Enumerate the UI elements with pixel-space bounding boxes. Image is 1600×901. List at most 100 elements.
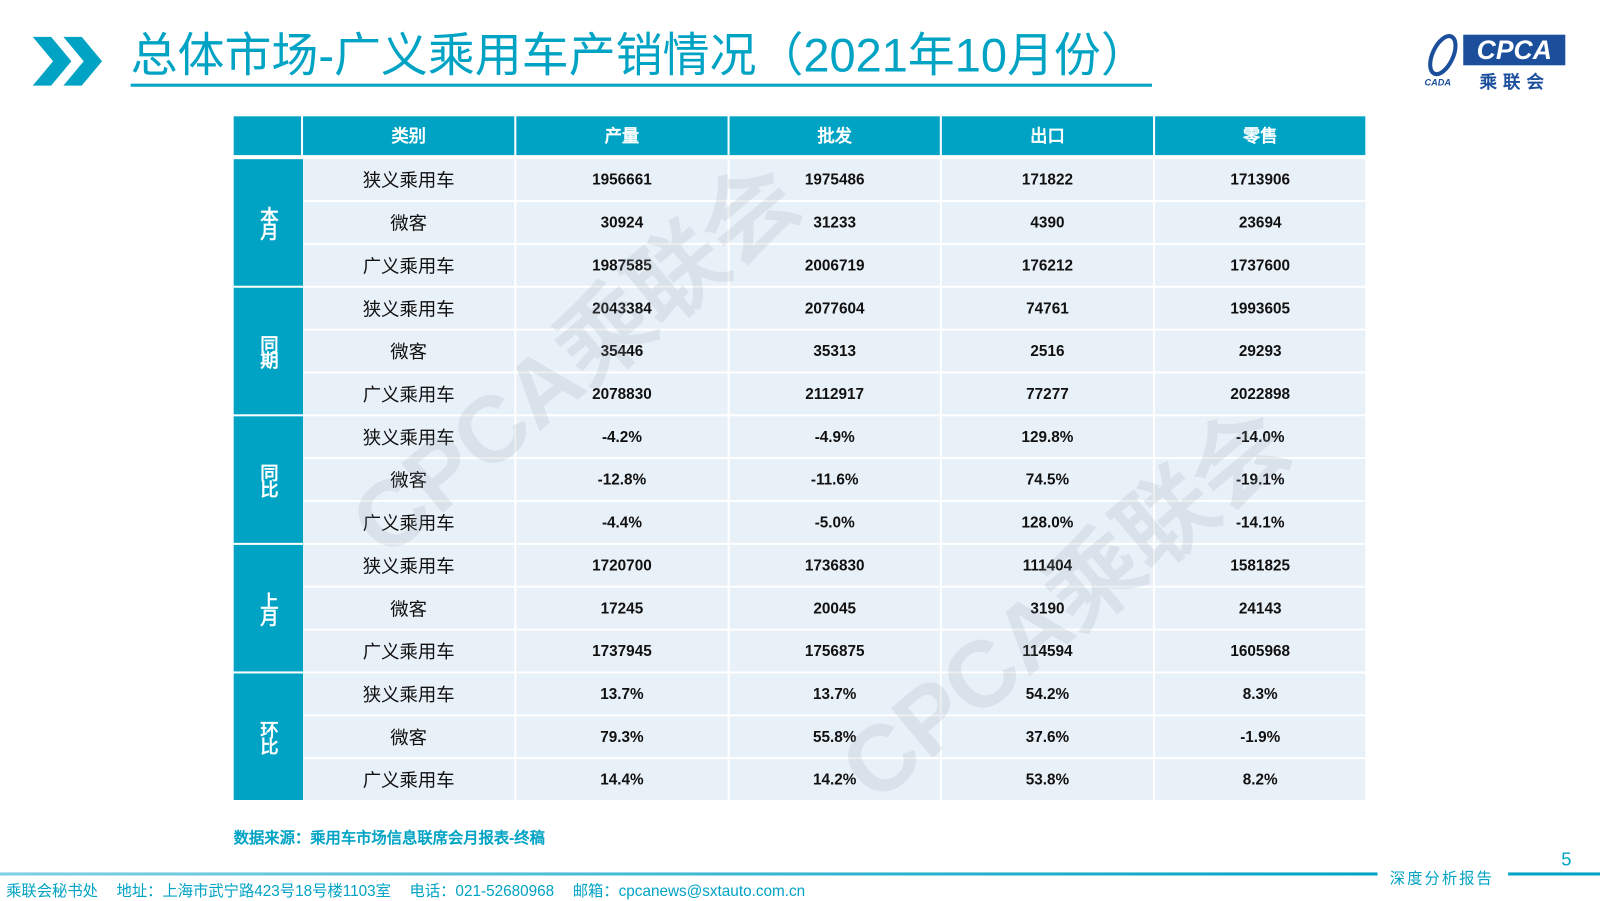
logo-emblem-icon (1428, 34, 1458, 77)
value-cell: 1581825 (1155, 544, 1366, 586)
row-group-label: 同期 (233, 287, 304, 415)
row-group-label: 上月 (233, 544, 304, 672)
value-cell: 1987585 (516, 244, 728, 286)
value-cell: 79.3% (516, 716, 728, 758)
value-cell: 2043384 (516, 287, 728, 329)
value-cell: 8.2% (1155, 759, 1366, 800)
value-cell: 176212 (941, 244, 1154, 286)
value-cell: 77277 (941, 373, 1154, 415)
logo-text: CPCA (1463, 34, 1566, 66)
footer-divider (1508, 872, 1600, 876)
value-cell: 2006719 (729, 244, 940, 286)
value-cell: 2078830 (516, 373, 728, 415)
value-cell: 8.3% (1155, 673, 1366, 715)
value-cell: 2022898 (1155, 373, 1366, 415)
category-cell: 广义乘用车 (303, 373, 515, 415)
value-cell: -4.9% (729, 416, 940, 458)
footer-phone: 电话：021-52680968 (409, 882, 555, 900)
value-cell: 2077604 (729, 287, 940, 329)
column-header: 零售 (1155, 116, 1366, 156)
value-cell: 29293 (1155, 330, 1366, 372)
value-cell: 74.5% (941, 459, 1154, 500)
value-cell: 14.4% (516, 759, 728, 800)
value-cell: 53.8% (941, 759, 1154, 800)
column-header: 类别 (303, 116, 515, 156)
category-cell: 狭义乘用车 (303, 673, 515, 715)
value-cell: 1956661 (516, 159, 728, 200)
category-cell: 广义乘用车 (303, 630, 515, 672)
footer-org: 乘联会秘书处 (6, 882, 98, 900)
value-cell: -19.1% (1155, 459, 1366, 500)
value-cell: 171822 (941, 159, 1154, 200)
category-cell: 狭义乘用车 (303, 287, 515, 329)
value-cell: -4.4% (516, 502, 728, 543)
value-cell: 2112917 (729, 373, 940, 415)
value-cell: 20045 (729, 587, 940, 629)
value-cell: 54.2% (941, 673, 1154, 715)
value-cell: 13.7% (516, 673, 728, 715)
value-cell: 1737945 (516, 630, 728, 672)
value-cell: 31233 (729, 202, 940, 243)
value-cell: 35313 (729, 330, 940, 372)
column-header: 出口 (941, 116, 1154, 156)
page-title: 总体市场-广义乘用车产销情况（2021年10月份） (130, 27, 1152, 87)
value-cell: -11.6% (729, 459, 940, 500)
value-cell: 3190 (941, 587, 1154, 629)
group-label-text: 环比 (258, 720, 279, 754)
value-cell: 14.2% (729, 759, 940, 800)
value-cell: 35446 (516, 330, 728, 372)
value-cell: 74761 (941, 287, 1154, 329)
value-cell: -12.8% (516, 459, 728, 500)
row-group-label: 同比 (233, 416, 304, 543)
category-cell: 微客 (303, 716, 515, 758)
category-cell: 广义乘用车 (303, 244, 515, 286)
category-cell: 微客 (303, 202, 515, 243)
value-cell: 1993605 (1155, 287, 1366, 329)
column-header: 批发 (729, 116, 940, 156)
value-cell: 1975486 (729, 159, 940, 200)
value-cell: -14.0% (1155, 416, 1366, 458)
category-cell: 微客 (303, 587, 515, 629)
value-cell: 24143 (1155, 587, 1366, 629)
group-label-text: 同期 (258, 334, 279, 368)
value-cell: 55.8% (729, 716, 940, 758)
value-cell: 111404 (941, 544, 1154, 586)
value-cell: -14.1% (1155, 502, 1366, 543)
category-cell: 广义乘用车 (303, 759, 515, 800)
value-cell: 2516 (941, 330, 1154, 372)
value-cell: 1736830 (729, 544, 940, 586)
group-label-text: 同比 (258, 463, 279, 496)
row-group-label: 本月 (233, 159, 304, 286)
category-cell: 微客 (303, 459, 515, 500)
category-cell: 狭义乘用车 (303, 544, 515, 586)
cpca-logo: CPCA 乘联会 CADA (1418, 31, 1571, 92)
value-cell: -1.9% (1155, 716, 1366, 758)
column-header: 产量 (516, 116, 728, 156)
footer-contact: 乘联会秘书处 地址：上海市武宁路423号18号楼1103室 电话：021-526… (6, 880, 819, 901)
value-cell: 128.0% (941, 502, 1154, 543)
group-label-text: 上月 (258, 591, 279, 625)
group-label-text: 本月 (258, 206, 279, 239)
value-cell: 129.8% (941, 416, 1154, 458)
data-source: 数据来源：乘用车市场信息联席会月报表-终稿 (233, 829, 545, 847)
double-chevron-icon (32, 36, 103, 86)
category-cell: 广义乘用车 (303, 502, 515, 543)
footer-divider (0, 872, 1378, 876)
value-cell: 1737600 (1155, 244, 1366, 286)
logo-cn: 乘联会 (1479, 72, 1550, 92)
category-cell: 狭义乘用车 (303, 159, 515, 200)
page-number: 5 (1561, 848, 1572, 870)
footer-tag: 深度分析报告 (1389, 869, 1494, 888)
value-cell: 1605968 (1155, 630, 1366, 672)
footer-email: 邮箱：cpcanews@sxtauto.com.cn (572, 882, 806, 900)
category-cell: 狭义乘用车 (303, 416, 515, 458)
category-cell: 微客 (303, 330, 515, 372)
value-cell: 1756875 (729, 630, 940, 672)
value-cell: 37.6% (941, 716, 1154, 758)
value-cell: 23694 (1155, 202, 1366, 243)
value-cell: 1713906 (1155, 159, 1366, 200)
row-group-label: 环比 (233, 673, 304, 800)
value-cell: 1720700 (516, 544, 728, 586)
column-header (233, 116, 302, 156)
value-cell: -4.2% (516, 416, 728, 458)
